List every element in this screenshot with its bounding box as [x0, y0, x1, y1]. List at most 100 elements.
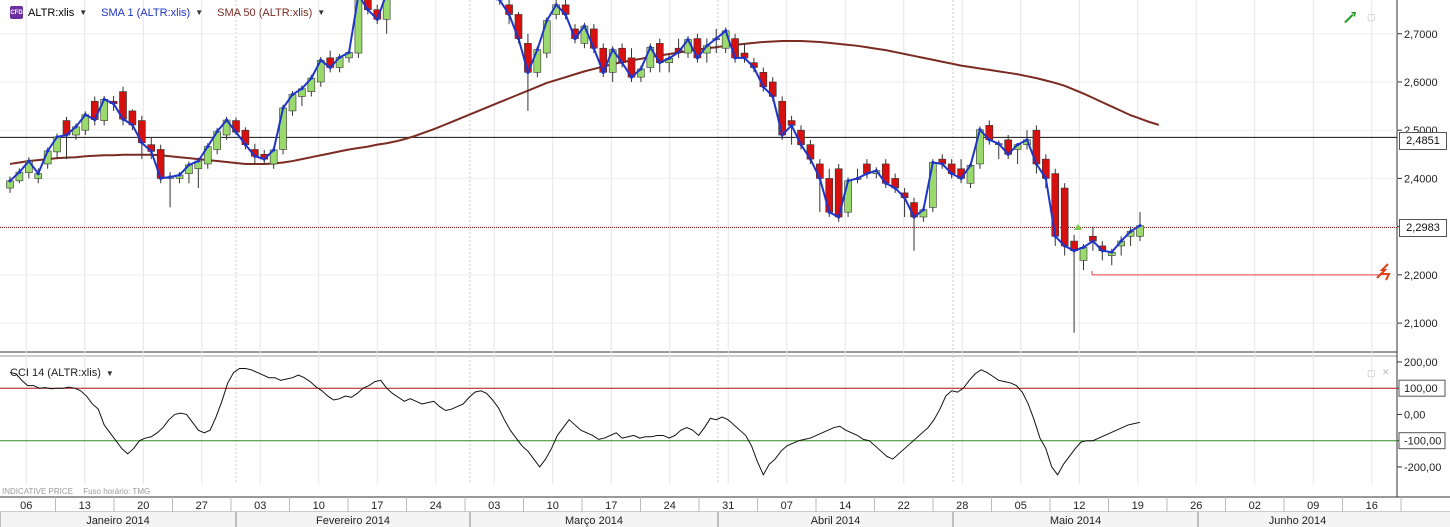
- candle-body: [382, 0, 391, 20]
- symbol-label: ALTR:xlis: [28, 6, 75, 19]
- timezone-label: Fuso horário: TMG: [83, 487, 151, 496]
- sma1-selector[interactable]: SMA 1 (ALTR:xlis) ▼: [101, 7, 203, 19]
- month-label: Fevereiro 2014: [316, 515, 390, 527]
- month-label: Maio 2014: [1050, 515, 1101, 527]
- sma1-point: [592, 46, 596, 50]
- sma50-selector[interactable]: SMA 50 (ALTR:xlis) ▼: [217, 7, 325, 19]
- day-tick-label: 10: [547, 500, 559, 512]
- candle: [655, 38, 664, 73]
- sma1-point: [8, 179, 12, 183]
- chevron-down-icon[interactable]: ▼: [317, 8, 326, 17]
- day-tick-label: 03: [254, 500, 266, 512]
- sma1-point: [573, 36, 577, 41]
- sma1-point: [855, 176, 860, 181]
- symbol-selector[interactable]: CFD ALTR:xlis ▼: [10, 6, 87, 19]
- day-tick-label: 20: [137, 500, 149, 512]
- candle: [128, 109, 137, 131]
- sma1-point: [498, 0, 502, 2]
- sma1-point: [545, 19, 549, 23]
- candle-body: [929, 162, 937, 208]
- sma1-point: [902, 196, 907, 200]
- sma1-point: [554, 3, 558, 7]
- month-axis-band: [0, 512, 1450, 527]
- month-label: Abril 2014: [811, 515, 861, 527]
- cci-band-box: [1398, 432, 1446, 450]
- sma1-point: [281, 106, 285, 110]
- sma1-point: [940, 162, 944, 166]
- price-tick-label: 2,1000: [1404, 318, 1438, 330]
- chevron-down-icon[interactable]: ▼: [79, 8, 88, 17]
- sma1-point: [140, 141, 144, 145]
- sma50-label: SMA 50 (ALTR:xlis): [217, 6, 313, 19]
- day-tick-label: 09: [1307, 500, 1319, 512]
- close-icon[interactable]: ✕: [1382, 367, 1390, 377]
- cci-tick-label: 0,00: [1404, 409, 1425, 421]
- sma1-point: [516, 36, 521, 41]
- candle: [354, 0, 363, 58]
- cci-layer: [0, 368, 1397, 476]
- candle-body: [844, 180, 852, 213]
- sma1-point: [187, 163, 191, 167]
- sma50-layer: [9, 39, 1160, 165]
- buy-marker-icon: [1074, 224, 1082, 230]
- trend-up-icon: [1344, 12, 1356, 23]
- day-tick-label: 31: [722, 500, 734, 512]
- sma1-point: [1072, 249, 1076, 253]
- day-tick-label: 10: [313, 500, 325, 512]
- sma1-point: [1100, 249, 1104, 253]
- sma1-point: [74, 125, 78, 129]
- day-tick-label: 16: [1366, 500, 1378, 512]
- sma1-point: [17, 170, 22, 174]
- sma1-point: [535, 48, 539, 52]
- sma1-point: [1044, 176, 1048, 181]
- sma1-point: [733, 56, 737, 60]
- cci-label: CCI 14 (ALTR:xlis): [10, 367, 101, 379]
- sma1-point: [206, 144, 210, 149]
- candle: [62, 116, 71, 160]
- candle: [382, 0, 391, 34]
- cci-selector[interactable]: CCI 14 (ALTR:xlis) ▼: [10, 367, 114, 379]
- sma1-point: [319, 58, 323, 62]
- cfd-icon: CFD: [10, 6, 23, 19]
- alert-icon: [1376, 263, 1391, 281]
- chevron-down-icon[interactable]: ▼: [105, 368, 114, 378]
- chevron-down-icon[interactable]: ▼: [195, 8, 204, 17]
- sma1-point: [64, 133, 69, 137]
- axes-layer: 2,70002,60002,50002,40002,30002,20002,10…: [0, 12, 1450, 527]
- sma1-point: [159, 176, 163, 181]
- sma1-point: [818, 176, 822, 181]
- sma1-point: [55, 135, 59, 139]
- price-tick-label: 2,7000: [1404, 29, 1438, 41]
- sma1-point: [648, 45, 652, 49]
- restore-icon[interactable]: ▢: [1367, 368, 1376, 378]
- sma1-point: [978, 128, 982, 132]
- sma1-point: [177, 173, 182, 177]
- sma1-point: [676, 50, 681, 54]
- sma1-point: [714, 36, 718, 41]
- sma1-point: [884, 181, 888, 185]
- sma1-point: [215, 130, 219, 134]
- day-tick-label: 14: [839, 500, 851, 512]
- sma1-point: [1063, 244, 1067, 248]
- candle: [703, 38, 711, 63]
- sma1-point: [168, 175, 172, 179]
- day-tick-label: 19: [1132, 500, 1144, 512]
- sma1-point: [121, 117, 125, 121]
- sma1-point: [695, 56, 700, 60]
- day-tick-label: 06: [20, 500, 32, 512]
- day-tick-label: 27: [196, 500, 208, 512]
- sma1-point: [987, 138, 991, 142]
- sma1-point: [1006, 152, 1010, 156]
- sma1-point: [27, 159, 31, 163]
- cci-line: [9, 368, 1141, 476]
- sma1-point: [931, 160, 935, 165]
- sma1-point: [789, 123, 794, 127]
- sma1-point: [686, 37, 690, 42]
- restore-icon[interactable]: ▢: [1367, 12, 1376, 22]
- sma1-point: [111, 102, 116, 106]
- day-tick-label: 24: [430, 500, 442, 512]
- day-tick-label: 07: [781, 500, 793, 512]
- cci-tick-label: -100,00: [1404, 436, 1441, 448]
